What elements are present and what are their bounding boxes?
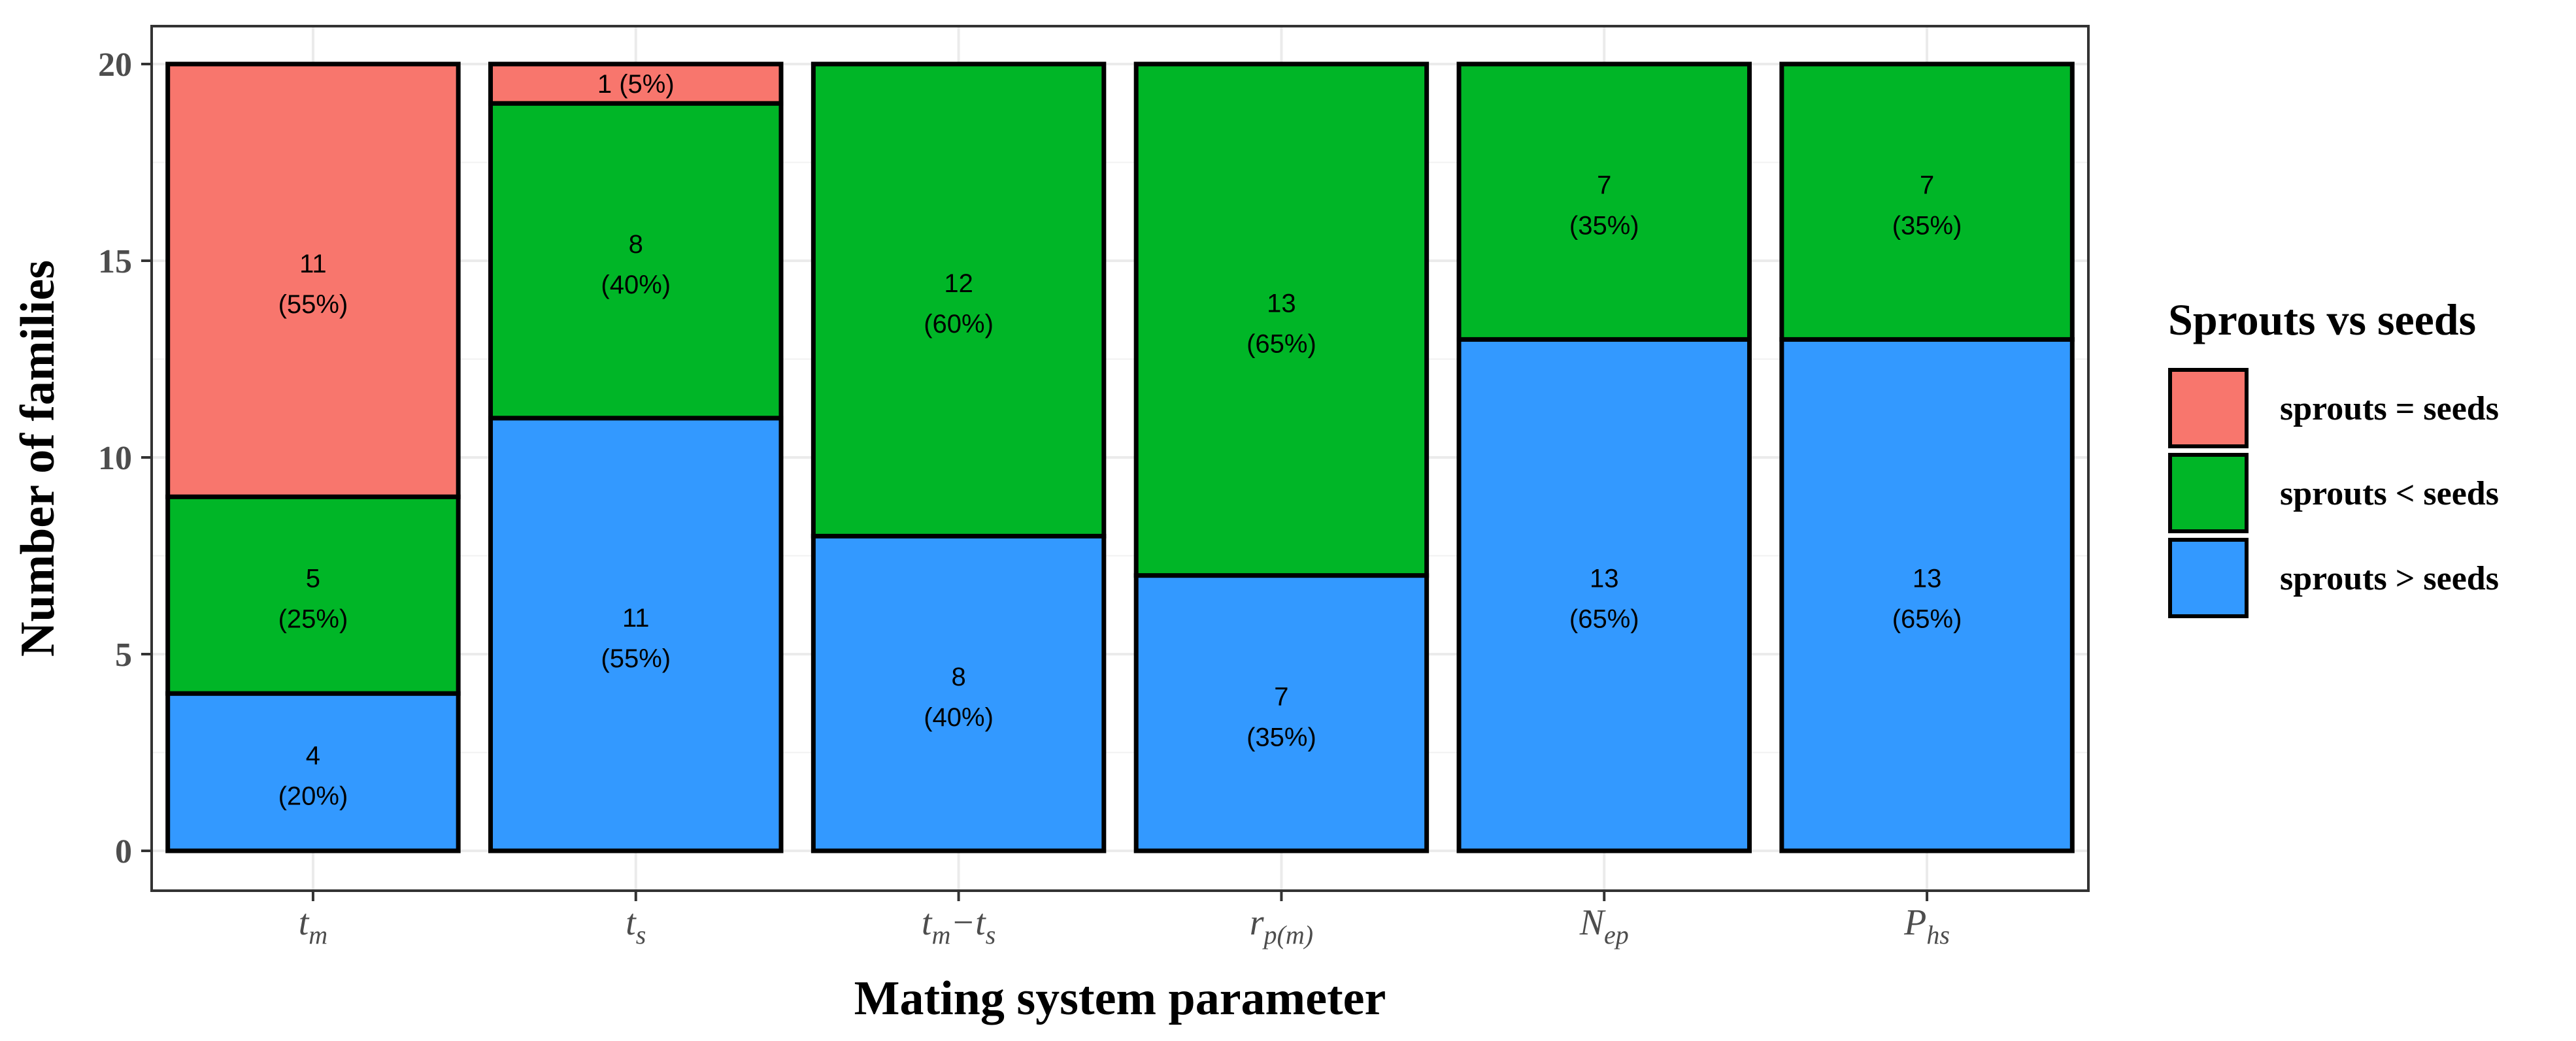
bar-count-label: 8 [629, 230, 643, 259]
bar-percent-label: (40%) [924, 703, 994, 732]
legend-title: Sprouts vs seeds [2168, 295, 2476, 344]
bar-segment [1133, 573, 1430, 853]
bar-percent-label: (65%) [1246, 329, 1316, 358]
x-tick-label: rp(m) [1250, 902, 1313, 950]
bar-percent-label: (25%) [278, 605, 348, 634]
y-axis-title: Number of families [11, 260, 65, 657]
bar-count-label: 13 [1913, 565, 1942, 593]
bar-segment [1456, 61, 1752, 342]
bar-count-label: 8 [951, 663, 965, 691]
bar-count-label: 11 [299, 250, 327, 278]
legend-label: sprouts = seeds [2280, 390, 2499, 427]
legend: Sprouts vs seeds sprouts = seeds sprouts … [2168, 295, 2499, 618]
y-tick-label: 10 [98, 440, 132, 477]
bar-value-label: 1 (5%) [597, 70, 675, 99]
bar-count-label: 13 [1590, 565, 1619, 593]
bar-segment [165, 691, 461, 853]
x-tick-label: Phs [1903, 902, 1950, 950]
bar-percent-label: (55%) [601, 644, 671, 673]
bar-count-label: 4 [306, 742, 320, 770]
bar-percent-label: (60%) [924, 310, 994, 339]
bar-segment [488, 416, 784, 853]
bar-count-label: 11 [622, 604, 650, 633]
bar-count-label: 13 [1267, 289, 1296, 318]
bar-segment [1779, 337, 2075, 853]
y-tick-label: 0 [115, 833, 132, 870]
bar-percent-label: (55%) [278, 290, 348, 319]
bar-segment [165, 61, 461, 499]
bar-segment [488, 61, 784, 106]
bar-percent-label: (65%) [1892, 605, 1962, 634]
legend-key [2168, 453, 2249, 533]
bar-count-label: 5 [306, 565, 320, 593]
bar-count-label: 7 [1597, 171, 1611, 200]
bar-count-label: 7 [1274, 682, 1288, 711]
bar-percent-label: (35%) [1569, 212, 1639, 240]
legend-key [2168, 538, 2249, 618]
axes: 0 5 10 15 20 tm ts tm−ts rp(m) Nep Phs [98, 46, 1950, 950]
x-tick-label: ts [626, 902, 646, 950]
bar-segment [811, 61, 1107, 538]
bar-segment [165, 494, 461, 696]
bar-count-label: 7 [1920, 171, 1934, 200]
bar-percent-label: (40%) [601, 271, 671, 299]
legend-label: sprouts < seeds [2280, 475, 2499, 512]
bar-percent-label: (20%) [278, 782, 348, 811]
y-tick-label: 5 [115, 636, 132, 674]
x-tick-label: Nep [1579, 902, 1629, 950]
bar-segment [488, 101, 784, 421]
bars: 4 (20%) 5 (25%) 11 (55%) 11 (55%) 8 (40%) 1 (5%) 8 (… [165, 61, 2075, 853]
bar-segment [1456, 337, 1752, 853]
bar-percent-label: (35%) [1246, 723, 1316, 752]
y-tick-label: 20 [98, 46, 132, 84]
x-axis-title: Mating system parameter [854, 972, 1386, 1025]
bar-percent-label: (65%) [1569, 605, 1639, 634]
bar-segment [811, 533, 1107, 853]
x-tick-label: tm [299, 902, 327, 950]
legend-label: sprouts > seeds [2280, 560, 2499, 597]
y-tick-label: 15 [98, 243, 132, 280]
bar-count-label: 12 [944, 269, 973, 298]
legend-key [2168, 368, 2249, 448]
bar-segment [1133, 61, 1430, 578]
bar-percent-label: (35%) [1892, 212, 1962, 240]
x-tick-label: tm−ts [922, 902, 995, 950]
bar-segment [1779, 61, 2075, 342]
